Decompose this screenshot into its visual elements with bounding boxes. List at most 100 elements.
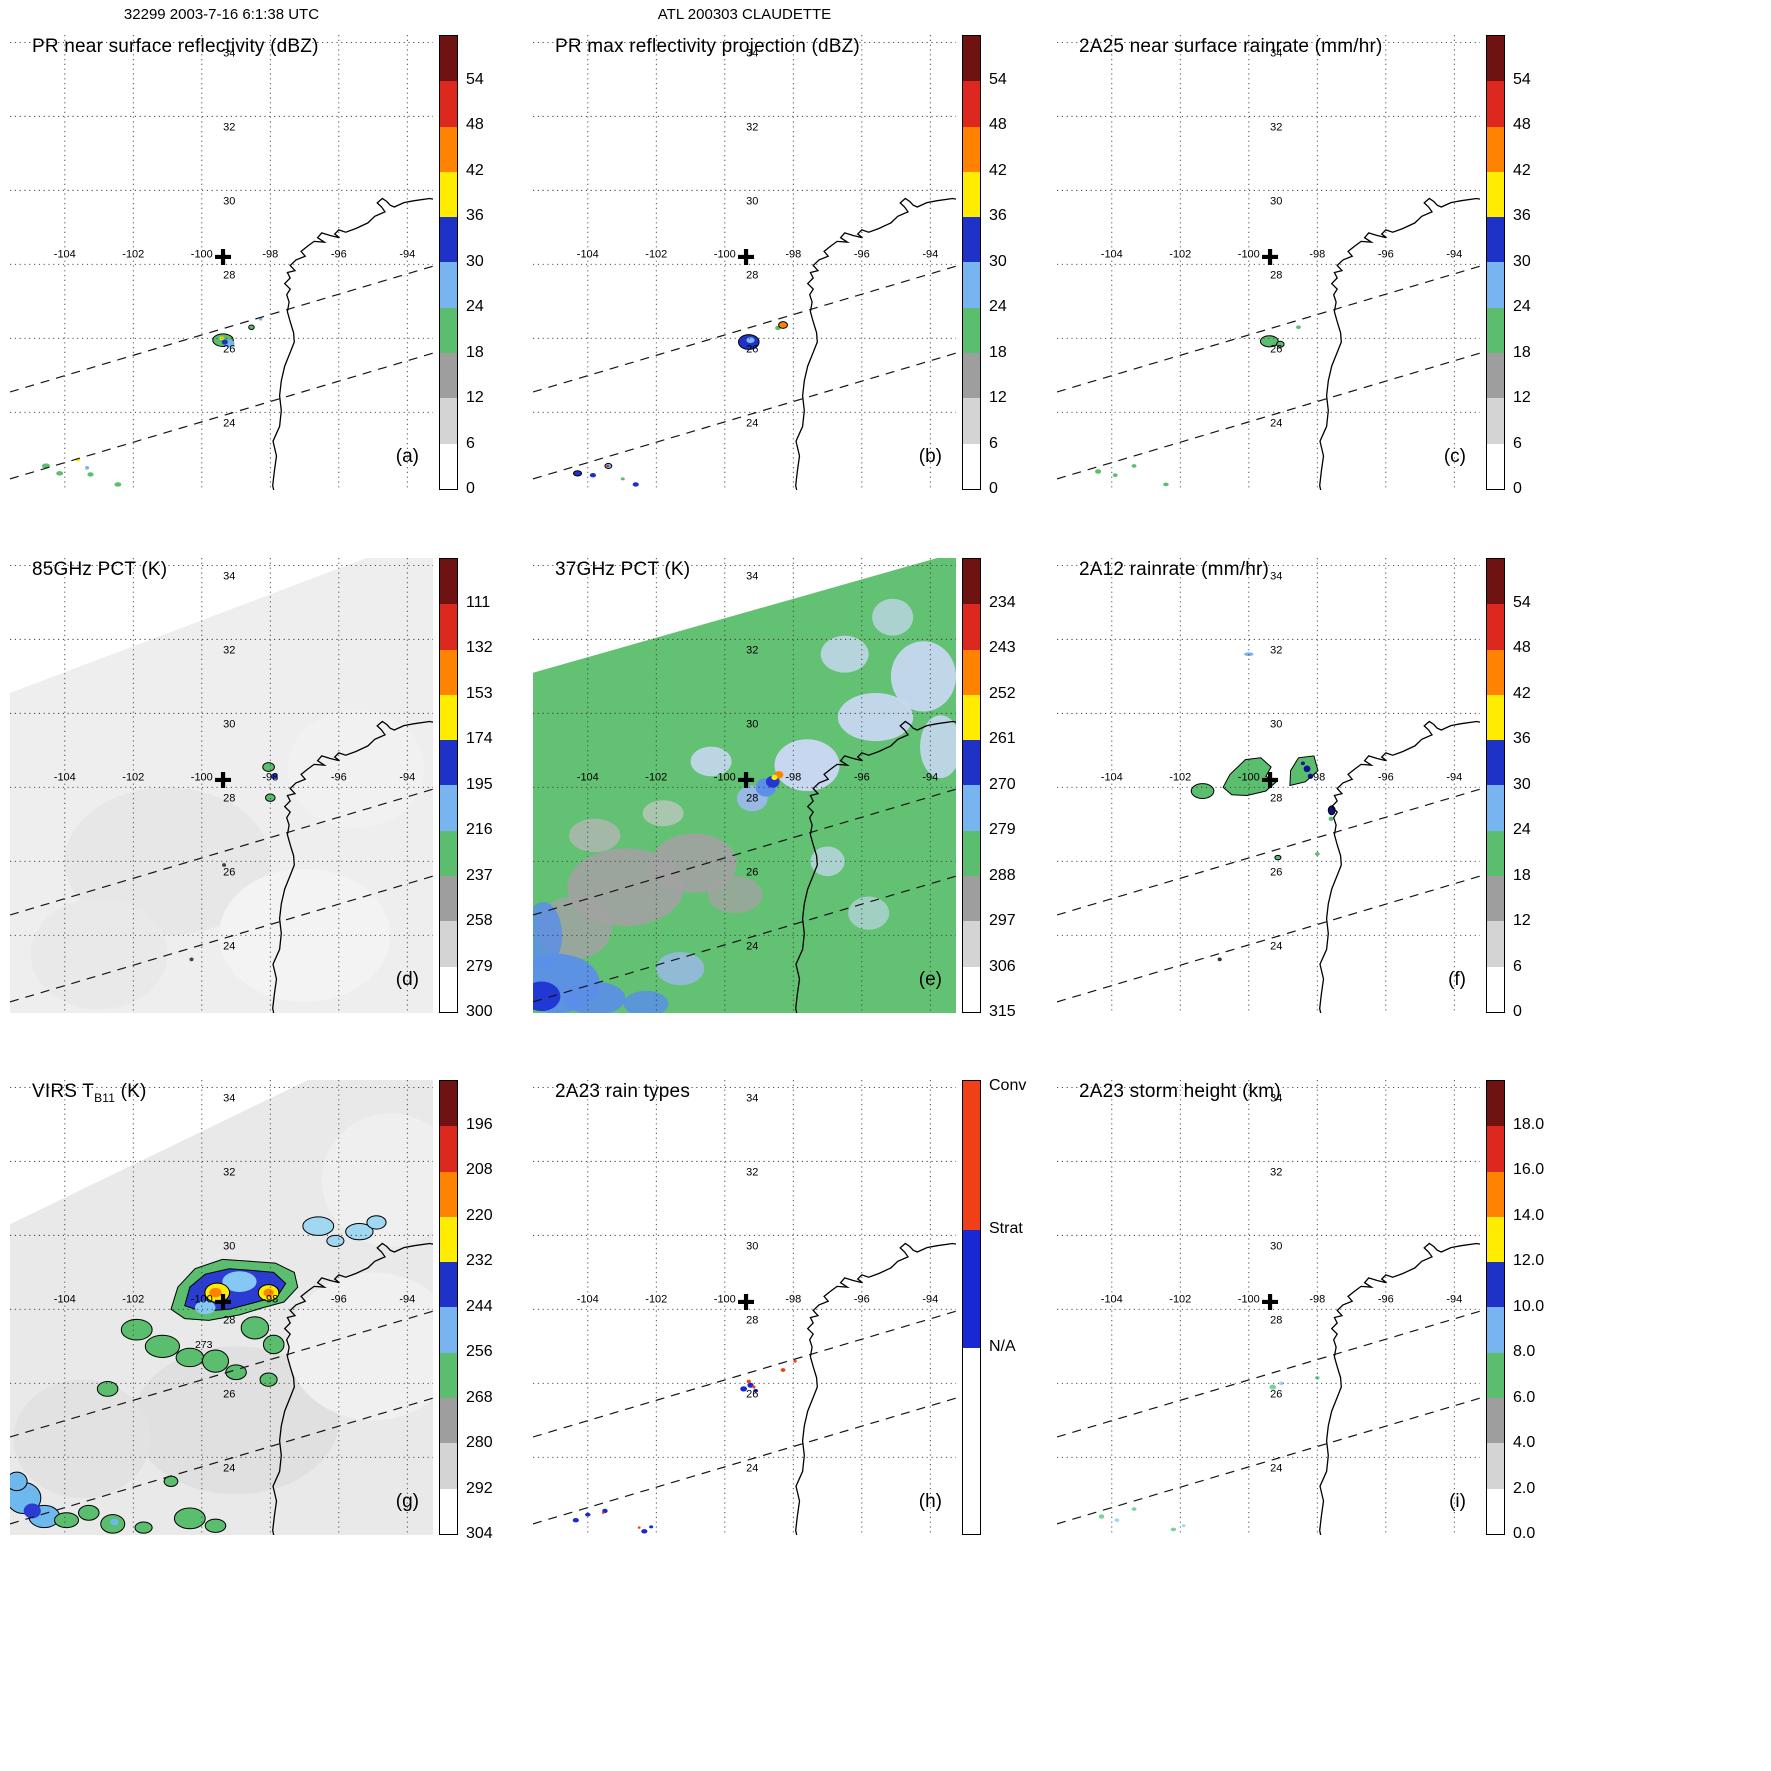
colorbar-segment [1487, 1352, 1504, 1399]
colorbar-segment [440, 1307, 457, 1353]
colorbar-segment [440, 694, 457, 741]
swath-edge-lines [533, 265, 956, 480]
data-patches [41, 317, 263, 487]
colorbar-segment [963, 307, 980, 354]
panel-letter: (c) [1443, 446, 1466, 467]
panel-g: 273 -104 -102 -100 -98 -96 -94 24 26 28 30 32 34 VIR… [10, 1080, 525, 1542]
colorbar-segment [1487, 1443, 1504, 1489]
colorbar-tick-label: 48 [1513, 639, 1531, 656]
svg-text:-104: -104 [1101, 248, 1123, 260]
svg-text:-96: -96 [1378, 771, 1394, 783]
colorbar-tick-label: 0 [1513, 1003, 1522, 1020]
svg-text:-96: -96 [854, 248, 870, 260]
colorbar-segment [440, 217, 457, 263]
svg-text:-98: -98 [262, 248, 278, 260]
orbit-timestamp: 32299 2003-7-16 6:1:38 UTC [123, 6, 320, 23]
svg-text:-100: -100 [191, 248, 213, 260]
svg-text:-104: -104 [577, 1293, 599, 1305]
colorbar-segment [963, 649, 980, 695]
data-patches [189, 762, 278, 962]
panel-title: VIRS TB11 (K) [32, 1081, 147, 1105]
svg-text:24: 24 [1270, 417, 1282, 429]
panel-h: -104 -102 -100 -98 -96 -94 24 26 28 30 32 34 2A23 r… [533, 1077, 1048, 1542]
svg-text:-104: -104 [577, 771, 599, 783]
colorbar-tick-label: 24 [989, 298, 1007, 315]
colorbar-a: 54 48 42 36 30 24 18 12 6 0 [439, 35, 529, 497]
svg-text:32: 32 [1270, 644, 1282, 656]
panel-c: -104 -102 -100 -98 -96 -94 24 26 28 30 32 34 2A25 n… [1057, 35, 1572, 497]
panel-title: 85GHz PCT (K) [32, 559, 168, 580]
svg-text:24: 24 [1270, 1462, 1282, 1474]
svg-text:26: 26 [1270, 1388, 1282, 1400]
colorbar-tick-label: 8.0 [1513, 1343, 1536, 1360]
colorbar-tick-label: 216 [466, 821, 493, 838]
colorbar-tick-label: 42 [1513, 161, 1531, 179]
map-b: -104 -102 -100 -98 -96 -94 24 26 28 30 32 34 PR max… [533, 35, 956, 490]
map-d: -104 -102 -100 -98 -96 -94 24 26 28 30 32 34 85GHz … [10, 558, 433, 1013]
colorbar-tick-label: 24 [1513, 821, 1531, 838]
colorbar-segment [1487, 443, 1504, 489]
svg-text:-94: -94 [1446, 771, 1462, 783]
svg-text:-100: -100 [714, 248, 736, 260]
colorbar-tick-label: 18 [1513, 343, 1531, 361]
svg-text:30: 30 [746, 1240, 758, 1252]
colorbar-segment [440, 1443, 457, 1489]
data-patches [572, 321, 788, 487]
colorbar-segment [963, 217, 980, 263]
svg-text:28: 28 [223, 792, 235, 804]
svg-text:-100: -100 [714, 1293, 736, 1305]
colorbar-segment [440, 785, 457, 831]
svg-text:30: 30 [746, 718, 758, 730]
colorbar-tick-label: 292 [466, 1479, 493, 1497]
colorbar-tick-label: 48 [989, 116, 1007, 133]
colorbar-segment [1487, 1307, 1504, 1353]
svg-text:-98: -98 [785, 1293, 801, 1305]
panel-title: PR max reflectivity projection (dBZ) [555, 36, 860, 57]
colorbar-tick-label: 54 [466, 70, 484, 88]
colorbar-segment [963, 876, 980, 922]
swath-edge-lines [533, 1310, 956, 1525]
svg-text:-102: -102 [122, 771, 144, 783]
colorbar-tick-label: 4.0 [1513, 1434, 1536, 1451]
swath-edge-lines [1057, 788, 1480, 1003]
svg-text:30: 30 [1270, 195, 1282, 207]
colorbar-tick-label: 279 [466, 957, 493, 975]
colorbar-scale [1486, 35, 1505, 490]
panel-b: -104 -102 -100 -98 -96 -94 24 26 28 30 32 34 PR max… [533, 35, 1048, 497]
panel-title: 2A25 near surface rainrate (mm/hr) [1079, 36, 1383, 57]
colorbar-e: 234 243 252 261 270 279 288 297 306 315 [962, 558, 1052, 1020]
colorbar-scale [962, 558, 981, 1013]
svg-text:-96: -96 [854, 771, 870, 783]
colorbar-tick-label: 252 [989, 684, 1016, 702]
colorbar-segment [440, 921, 457, 967]
svg-text:28: 28 [746, 1314, 758, 1326]
map-f: -104 -102 -100 -98 -96 -94 24 26 28 30 32 34 2A12 r… [1057, 558, 1480, 1013]
colorbar-segment [440, 740, 457, 786]
storm-center-cross [738, 1293, 755, 1310]
colorbar-tick-label: 258 [466, 912, 493, 929]
svg-text:-94: -94 [1446, 1293, 1462, 1305]
colorbar-tick-label: 111 [466, 593, 491, 611]
svg-text:28: 28 [223, 1314, 235, 1326]
map-e: -104 -102 -100 -98 -96 -94 24 26 28 30 32 34 37GHz … [533, 558, 956, 1013]
colorbar-tick-label: 304 [466, 1525, 493, 1542]
svg-text:-94: -94 [922, 1293, 938, 1305]
svg-text:-96: -96 [1378, 248, 1394, 260]
svg-text:-98: -98 [1309, 248, 1325, 260]
colorbar-tick-label: 6.0 [1513, 1388, 1536, 1406]
svg-text:34: 34 [746, 570, 758, 582]
colorbar-tick-label: 14.0 [1513, 1206, 1545, 1224]
svg-text:26: 26 [746, 1388, 758, 1400]
colorbar-h: Conv Strat N/A [962, 1077, 1052, 1535]
panel-title: 2A23 storm height (km) [1079, 1081, 1281, 1102]
colorbar-segment [440, 1216, 457, 1263]
svg-text:30: 30 [1270, 1240, 1282, 1252]
colorbar-segment [440, 307, 457, 354]
svg-text:26: 26 [746, 866, 758, 878]
colorbar-tick-label: 237 [466, 866, 493, 884]
colorbar-tick-label: 54 [989, 70, 1007, 88]
colorbar-tick-label: 30 [989, 252, 1007, 270]
colorbar-tick-label: 18 [1513, 866, 1531, 884]
colorbar-segment [1487, 307, 1504, 354]
colorbar-segment [1487, 171, 1504, 218]
